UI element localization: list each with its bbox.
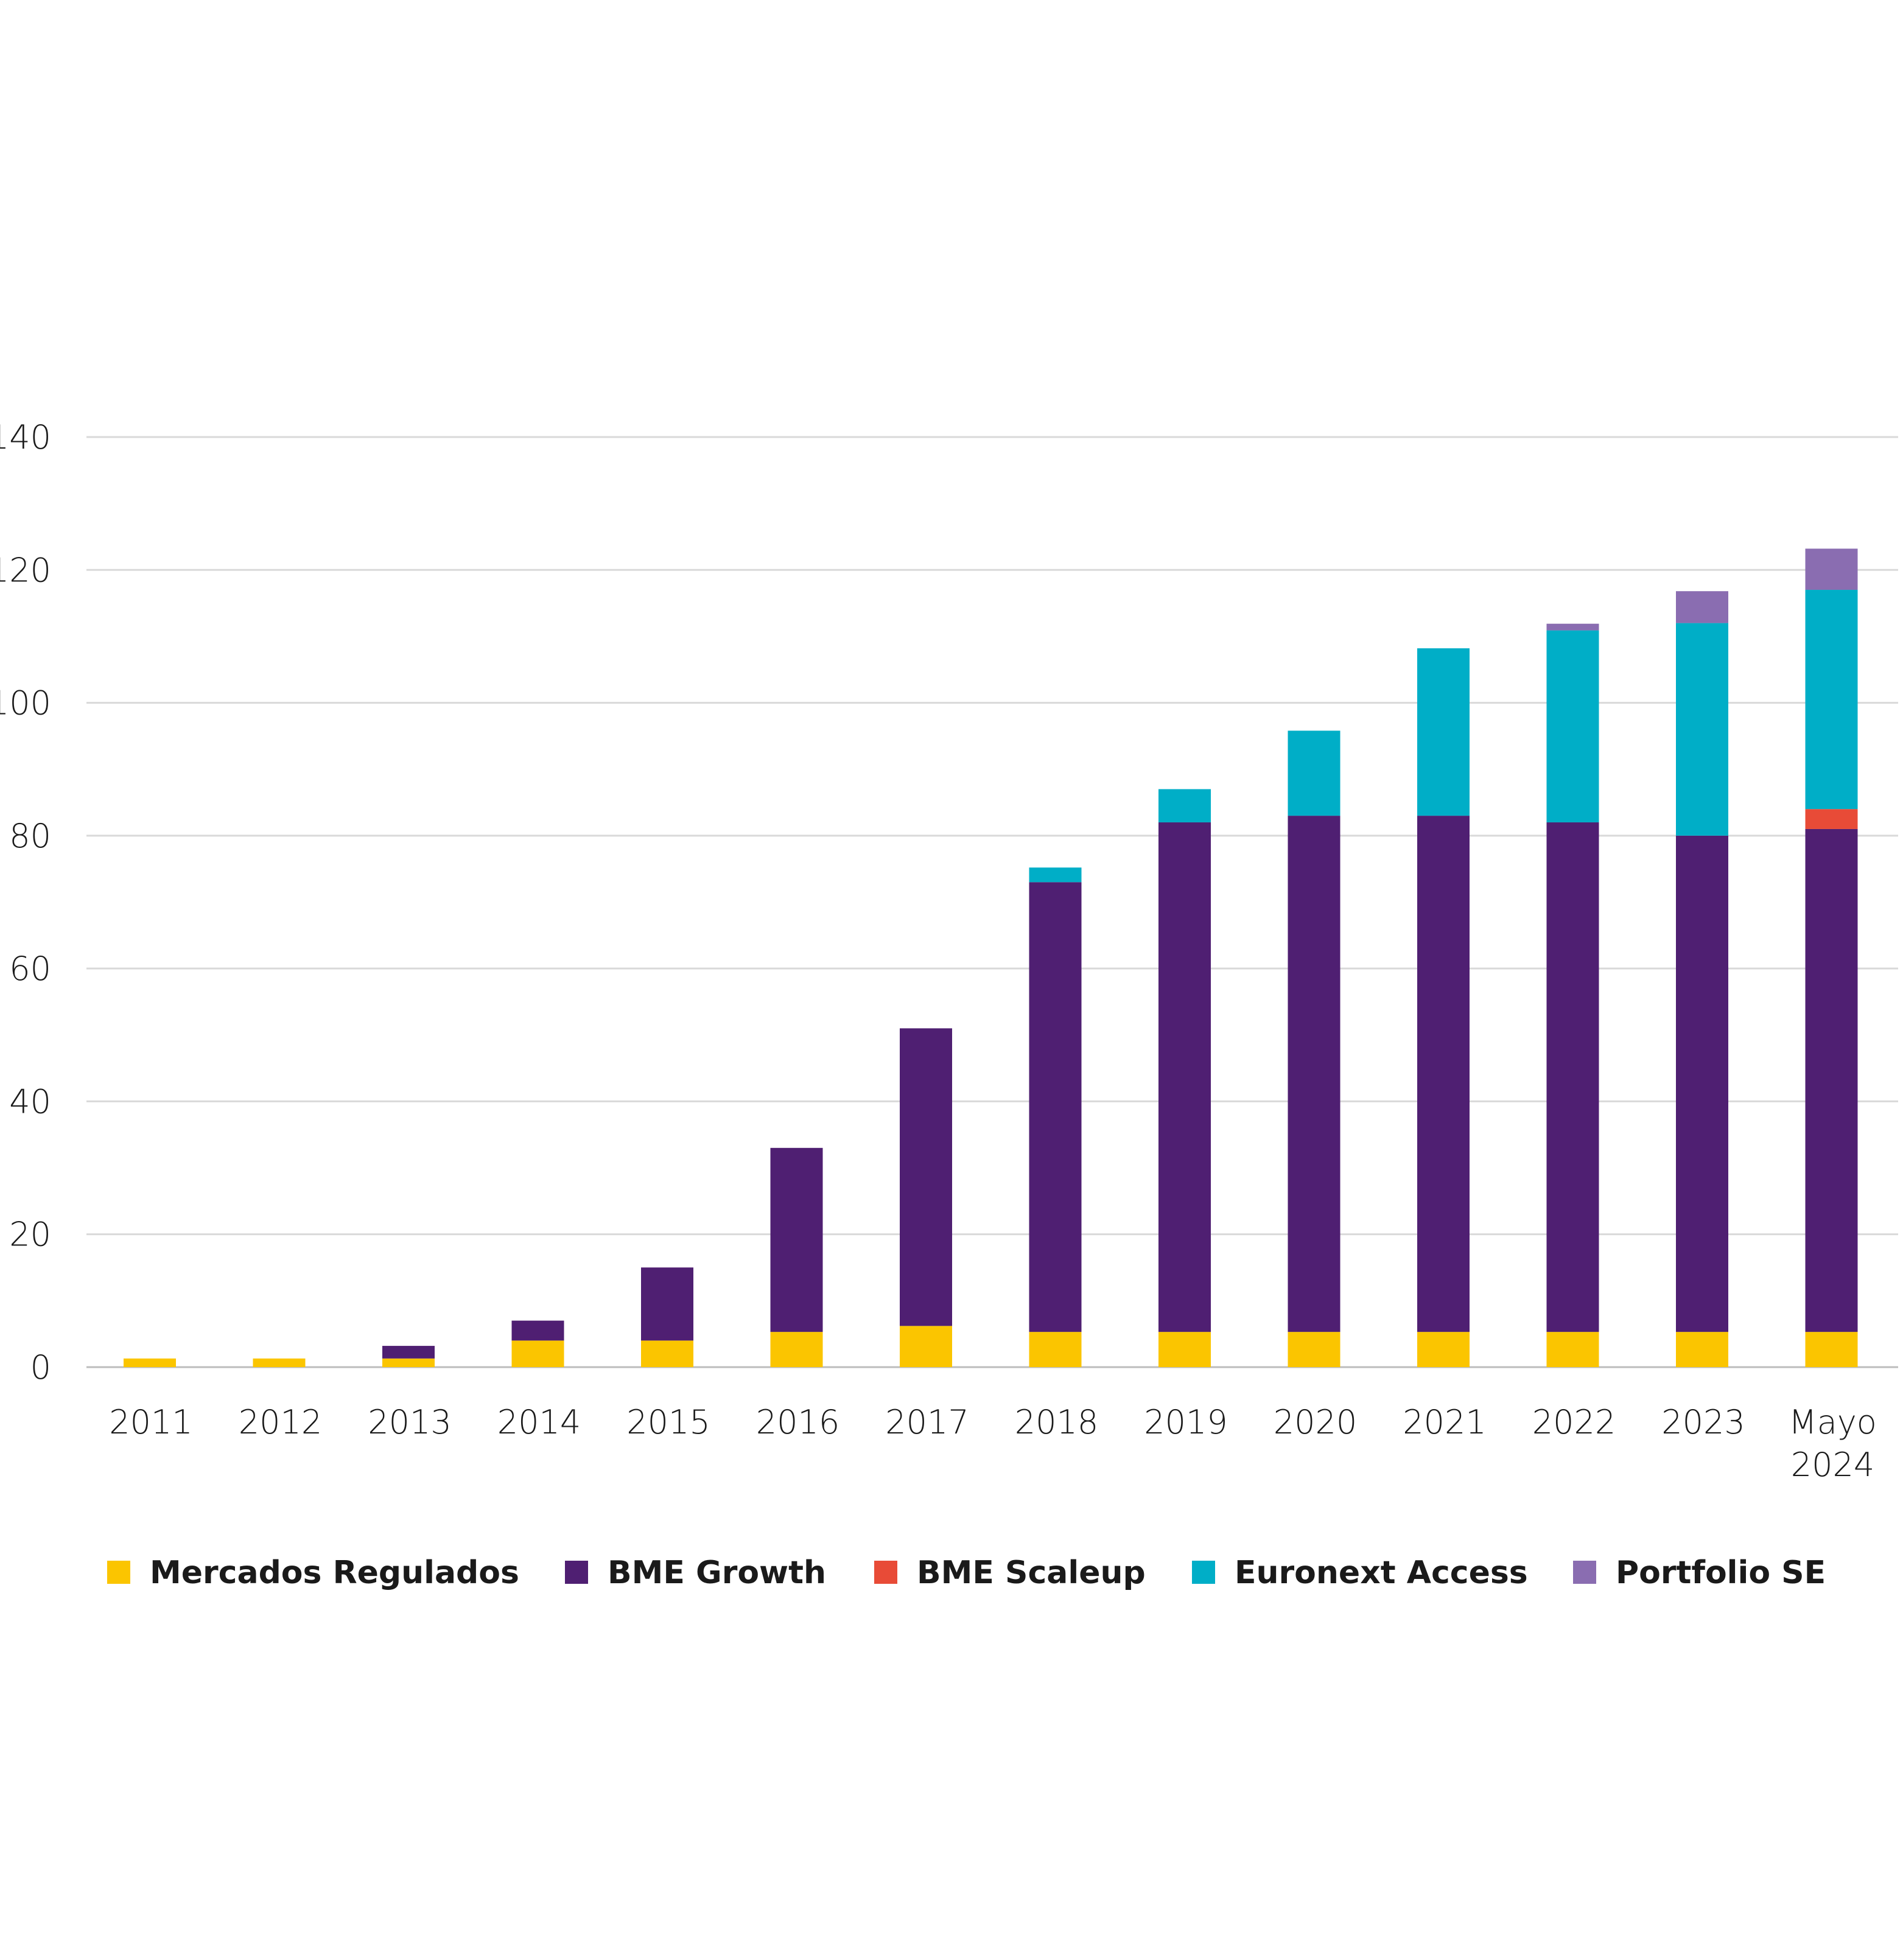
bar-segment <box>770 1332 823 1367</box>
bar-segment <box>1676 1332 1728 1367</box>
bars <box>124 548 1858 1367</box>
x-tick-label: 2018 <box>1015 1403 1098 1441</box>
bar-segment <box>1417 648 1470 816</box>
y-axis-ticks: 0 20 40 60 80 100 120 140 <box>0 418 51 1387</box>
bar-segment <box>1805 1332 1858 1367</box>
y-tick-label: 80 <box>9 817 51 855</box>
bar-segment <box>1676 591 1728 623</box>
bar-segment <box>1417 816 1470 1332</box>
y-tick-label: 0 <box>30 1348 51 1387</box>
bar-segment <box>641 1340 693 1367</box>
bar-segment <box>1029 867 1082 883</box>
x-tick-label: Mayo <box>1789 1403 1877 1441</box>
legend-item: BME Scaleup <box>874 1555 1146 1591</box>
bar-segment <box>511 1340 564 1367</box>
y-tick-label: 120 <box>0 551 51 589</box>
bar-segment <box>1805 809 1858 829</box>
y-tick-label: 20 <box>9 1216 51 1254</box>
legend-label: Mercados Regulados <box>150 1555 519 1591</box>
legend: Mercados Regulados BME Growth BME Scaleup E… <box>107 1555 1826 1591</box>
bar-segment <box>1805 548 1858 590</box>
bar-segment <box>1158 789 1211 823</box>
legend-swatch <box>1192 1561 1215 1584</box>
x-axis-ticks: 2011 2012 2013 2014 2015 2016 2017 2018 2019 2020… <box>109 1403 1877 1484</box>
x-tick-label: 2013 <box>368 1403 451 1441</box>
bar-segment <box>1288 816 1341 1332</box>
legend-item: Mercados Regulados <box>107 1555 519 1591</box>
bar-segment <box>1288 730 1341 816</box>
legend-item: Portfolio SE <box>1573 1555 1826 1591</box>
y-tick-label: 100 <box>0 684 51 723</box>
x-tick-label: 2014 <box>497 1403 581 1441</box>
bar-segment <box>1546 1332 1599 1367</box>
x-tick-label: 2015 <box>626 1403 710 1441</box>
bar-segment <box>1029 882 1082 1332</box>
bar-segment <box>253 1358 306 1367</box>
gridlines <box>86 436 1898 1368</box>
legend-swatch <box>565 1561 588 1584</box>
x-tick-label: 2016 <box>756 1403 839 1441</box>
bar-segment <box>1805 828 1858 1332</box>
x-tick-label: 2012 <box>239 1403 322 1441</box>
x-tick-label: 2019 <box>1144 1403 1227 1441</box>
x-tick-label: 2017 <box>885 1403 969 1441</box>
x-tick-label: 2022 <box>1532 1403 1616 1441</box>
x-tick-label: 2020 <box>1274 1403 1357 1441</box>
bar-segment <box>1546 822 1599 1332</box>
bar-segment <box>382 1358 435 1367</box>
legend-label: BME Growth <box>608 1555 826 1591</box>
bar-segment <box>900 1326 952 1367</box>
legend-label: BME Scaleup <box>917 1555 1146 1591</box>
legend-swatch <box>1573 1561 1596 1584</box>
x-tick-label: 2023 <box>1661 1403 1745 1441</box>
bar-segment <box>1417 1332 1470 1367</box>
legend-label: Portfolio SE <box>1616 1555 1826 1591</box>
bar-segment <box>900 1028 952 1326</box>
bar-segment <box>1676 623 1728 836</box>
bar-segment <box>382 1346 435 1359</box>
legend-item: BME Growth <box>565 1555 826 1591</box>
bar-segment <box>770 1147 823 1332</box>
x-tick-label: 2011 <box>109 1403 192 1441</box>
x-tick-label: 2024 <box>1791 1446 1874 1484</box>
bar-segment <box>1546 623 1599 631</box>
bar-segment <box>1676 835 1728 1332</box>
bar-segment <box>124 1358 176 1367</box>
bar-segment <box>1029 1332 1082 1367</box>
bar-segment <box>641 1267 693 1341</box>
legend-label: Euronext Access <box>1235 1555 1528 1591</box>
bar-segment <box>1288 1332 1341 1367</box>
bar-segment <box>1158 1332 1211 1367</box>
legend-swatch <box>107 1561 130 1584</box>
y-tick-label: 140 <box>0 418 51 457</box>
legend-swatch <box>874 1561 897 1584</box>
x-tick-label: 2021 <box>1403 1403 1486 1441</box>
y-tick-label: 40 <box>9 1082 51 1121</box>
bar-segment <box>1158 822 1211 1332</box>
y-tick-label: 60 <box>9 950 51 988</box>
bar-segment <box>1546 630 1599 823</box>
bar-segment <box>511 1320 564 1341</box>
legend-item: Euronext Access <box>1192 1555 1528 1591</box>
bar-segment <box>1805 590 1858 810</box>
